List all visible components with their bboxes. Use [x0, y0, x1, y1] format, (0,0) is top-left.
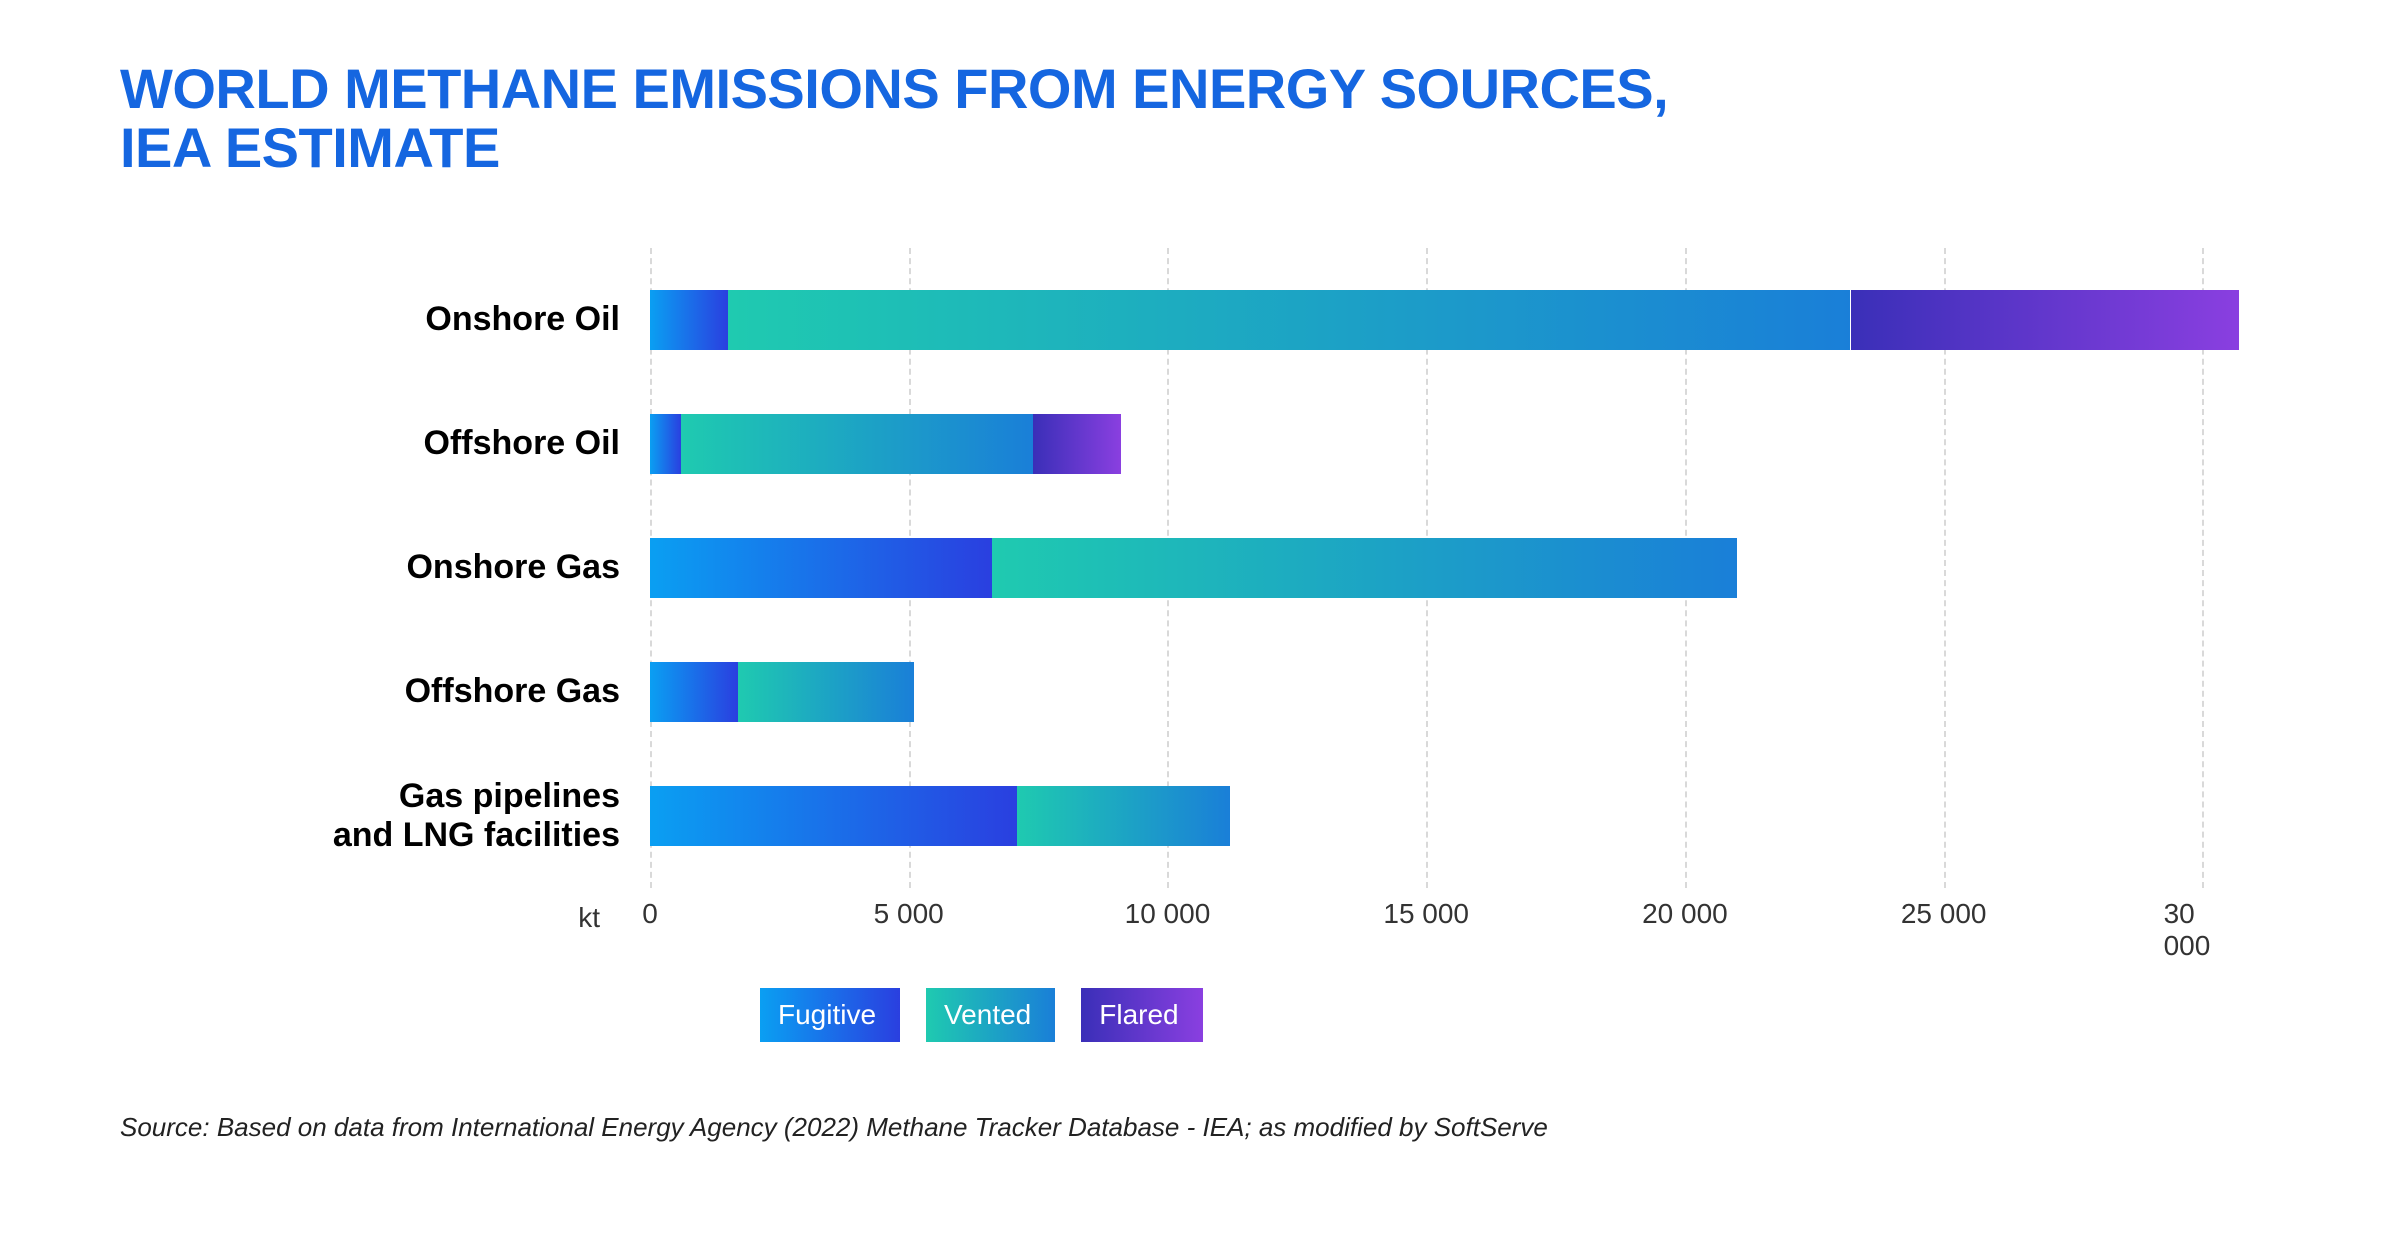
legend-label: Vented	[926, 999, 1031, 1031]
x-tick-label: 20 000	[1642, 898, 1728, 930]
x-tick-label: 25 000	[1901, 898, 1987, 930]
bar-segment-vented	[681, 414, 1033, 474]
legend-label: Flared	[1081, 999, 1178, 1031]
legend-item-vented: Vented	[926, 988, 1055, 1042]
bar-segment-vented	[728, 290, 1851, 350]
bar-track	[650, 786, 2280, 846]
chart-plot: Onshore Oil Offshore Oil Onshore Gas Offsho…	[120, 258, 2280, 948]
bar-segment-vented	[1017, 786, 1229, 846]
x-axis-unit: kt	[120, 902, 650, 934]
bar-segment-fugitive	[650, 290, 728, 350]
chart-row: Gas pipelinesand LNG facilities	[120, 754, 2280, 878]
source-citation: Source: Based on data from International…	[120, 1112, 2280, 1143]
category-label: Offshore Gas	[120, 672, 650, 711]
legend-item-flared: Flared	[1081, 988, 1202, 1042]
bar-segment-fugitive	[650, 786, 1017, 846]
x-tick-label: 5 000	[874, 898, 944, 930]
source-text: Based on data from International Energy …	[210, 1112, 1548, 1142]
x-tick-label: 30 000	[2164, 898, 2242, 962]
chart-row: Onshore Gas	[120, 506, 2280, 630]
bar-track	[650, 290, 2280, 350]
legend-item-fugitive: Fugitive	[760, 988, 900, 1042]
source-prefix: Source:	[120, 1112, 210, 1142]
bar-track	[650, 538, 2280, 598]
bar-segment-fugitive	[650, 538, 992, 598]
bar-segment-fugitive	[650, 662, 738, 722]
chart-row: Offshore Oil	[120, 382, 2280, 506]
bar-plot-area	[650, 754, 2280, 878]
x-tick-label: 0	[642, 898, 658, 930]
category-label: Onshore Gas	[120, 548, 650, 587]
chart-row: Onshore Oil	[120, 258, 2280, 382]
category-label: Offshore Oil	[120, 424, 650, 463]
bar-plot-area	[650, 506, 2280, 630]
bar-segment-fugitive	[650, 414, 681, 474]
x-tick-label: 15 000	[1383, 898, 1469, 930]
bar-segment-vented	[738, 662, 914, 722]
bar-plot-area	[650, 630, 2280, 754]
chart-rows: Onshore Oil Offshore Oil Onshore Gas Offsho…	[120, 258, 2280, 878]
chart-container: WORLD METHANE EMISSIONS FROM ENERGY SOUR…	[0, 0, 2400, 1183]
x-axis-ticks: 05 00010 00015 00020 00025 00030 000	[650, 888, 2280, 948]
category-label: Onshore Oil	[120, 300, 650, 339]
bar-plot-area	[650, 258, 2280, 382]
x-axis: kt 05 00010 00015 00020 00025 00030 000	[120, 888, 2280, 948]
x-tick-label: 10 000	[1125, 898, 1211, 930]
category-label: Gas pipelinesand LNG facilities	[120, 777, 650, 855]
bar-segment-flared	[1033, 414, 1121, 474]
chart-row: Offshore Gas	[120, 630, 2280, 754]
title-line-2: IEA ESTIMATE	[120, 116, 500, 179]
legend-label: Fugitive	[760, 999, 876, 1031]
bar-segment-flared	[1851, 290, 2239, 350]
bar-track	[650, 662, 2280, 722]
bar-track	[650, 414, 2280, 474]
bar-plot-area	[650, 382, 2280, 506]
chart-title: WORLD METHANE EMISSIONS FROM ENERGY SOUR…	[120, 60, 2280, 178]
bar-segment-vented	[992, 538, 1737, 598]
title-line-1: WORLD METHANE EMISSIONS FROM ENERGY SOUR…	[120, 57, 1668, 120]
legend: Fugitive Vented Flared	[760, 988, 2280, 1042]
